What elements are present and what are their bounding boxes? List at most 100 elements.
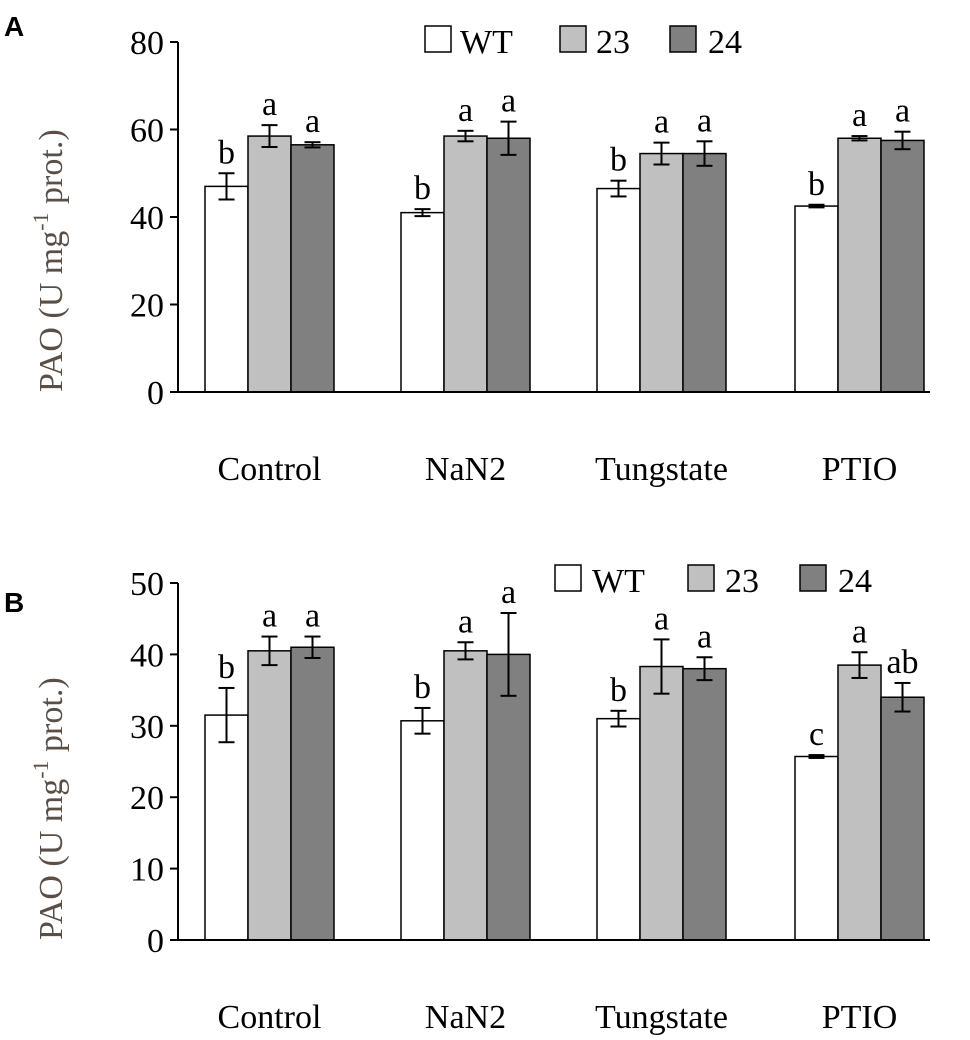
- legend-swatch: [799, 564, 827, 592]
- y-tick-label: 40: [130, 637, 164, 674]
- error-bar: [808, 203, 825, 209]
- significance-letter: a: [654, 600, 669, 637]
- error-bar: [457, 641, 474, 661]
- significance-letter: a: [305, 598, 320, 635]
- bar-23-ptio: [837, 664, 882, 941]
- bar-23-tungstate: [639, 152, 684, 393]
- legend-swatch: [559, 25, 587, 53]
- bar-24-ptio: [880, 139, 925, 393]
- bar-24-nan2: [486, 137, 531, 393]
- significance-letter: c: [809, 716, 824, 753]
- error-bar: [457, 129, 474, 143]
- legend-label: WT: [460, 24, 513, 61]
- bar-wt-tungstate: [596, 717, 641, 941]
- category-label: PTIO: [822, 451, 898, 488]
- legend-label: 23: [596, 24, 630, 61]
- error-bar: [653, 638, 670, 695]
- significance-letter: a: [262, 598, 277, 635]
- y-axis-label-b: PAO (U mg-1 prot.): [28, 677, 70, 940]
- significance-letter: b: [610, 142, 627, 179]
- y-tick-label: 10: [130, 852, 164, 889]
- significance-letter: a: [697, 618, 712, 655]
- error-bar: [304, 141, 321, 149]
- bar-wt-control: [204, 714, 249, 941]
- error-bar: [500, 120, 517, 156]
- significance-letter: a: [501, 574, 516, 611]
- axes-a: [177, 42, 930, 393]
- significance-letter: b: [808, 166, 825, 203]
- legend-a: WT 23 24: [424, 24, 742, 61]
- error-bar: [261, 635, 278, 667]
- legend-swatch: [687, 564, 715, 592]
- category-label: Control: [218, 451, 322, 488]
- category-label: Tungstate: [595, 999, 728, 1036]
- legend-label: 24: [708, 24, 742, 61]
- bar-wt-nan2: [400, 211, 445, 393]
- error-bar: [851, 135, 868, 142]
- category-label: Tungstate: [595, 451, 728, 488]
- legend-swatch: [424, 25, 452, 53]
- error-bar: [894, 681, 911, 713]
- error-bar: [610, 709, 627, 728]
- significance-letter: a: [458, 603, 473, 640]
- error-bar: [304, 635, 321, 659]
- significance-letter: b: [218, 134, 235, 171]
- significance-letter: b: [414, 170, 431, 207]
- significance-letter: a: [852, 97, 867, 134]
- error-bar: [414, 208, 431, 218]
- error-bar: [610, 179, 627, 198]
- error-bar: [218, 172, 235, 201]
- error-bar: [696, 140, 713, 167]
- bar-23-control: [247, 135, 292, 393]
- significance-letter: a: [305, 103, 320, 140]
- y-tick-label: 0: [147, 375, 164, 412]
- significance-letter: a: [458, 92, 473, 129]
- error-bar: [851, 651, 868, 679]
- bar-wt-nan2: [400, 720, 445, 941]
- legend-label: 23: [725, 563, 759, 600]
- y-axis-label-a: PAO (U mg-1 prot.): [28, 129, 70, 392]
- x-labels-b: Control NaN2 Tungstate PTIO: [218, 999, 898, 1036]
- legend-swatch: [554, 564, 582, 592]
- bar-24-nan2: [486, 653, 531, 941]
- y-tick-label: 0: [147, 923, 164, 960]
- significance-letter: a: [697, 102, 712, 139]
- bar-24-ptio: [880, 696, 925, 941]
- bar-23-ptio: [837, 137, 882, 393]
- bar-23-nan2: [443, 650, 488, 941]
- significance-letter: b: [610, 672, 627, 709]
- bar-23-tungstate: [639, 665, 684, 941]
- significance-letter: a: [501, 83, 516, 120]
- error-bar: [414, 706, 431, 735]
- y-tick-label: 20: [130, 780, 164, 817]
- y-tick-label: 20: [130, 288, 164, 325]
- bar-wt-ptio: [794, 755, 839, 941]
- error-bar: [808, 754, 825, 759]
- error-bar: [894, 130, 911, 151]
- significance-letter: a: [654, 104, 669, 141]
- y-tick-label: 40: [130, 200, 164, 237]
- bar-23-nan2: [443, 135, 488, 393]
- axes-b: [177, 583, 930, 941]
- error-bar: [696, 656, 713, 682]
- category-label: NaN2: [425, 451, 506, 488]
- y-tick-label: 80: [130, 25, 164, 62]
- significance-letter: a: [852, 613, 867, 650]
- significance-letter: a: [895, 93, 910, 130]
- bar-wt-tungstate: [596, 187, 641, 393]
- x-labels-a: Control NaN2 Tungstate PTIO: [218, 451, 898, 488]
- bar-24-tungstate: [682, 667, 727, 941]
- panel-label-b: B: [4, 587, 24, 618]
- y-tick-label: 50: [130, 566, 164, 603]
- error-bar: [653, 141, 670, 166]
- legend-b: WT 23 24: [554, 563, 872, 600]
- y-tick-label: 30: [130, 709, 164, 746]
- error-bar: [218, 686, 235, 744]
- legend-label: 24: [838, 563, 872, 600]
- bar-24-tungstate: [682, 152, 727, 393]
